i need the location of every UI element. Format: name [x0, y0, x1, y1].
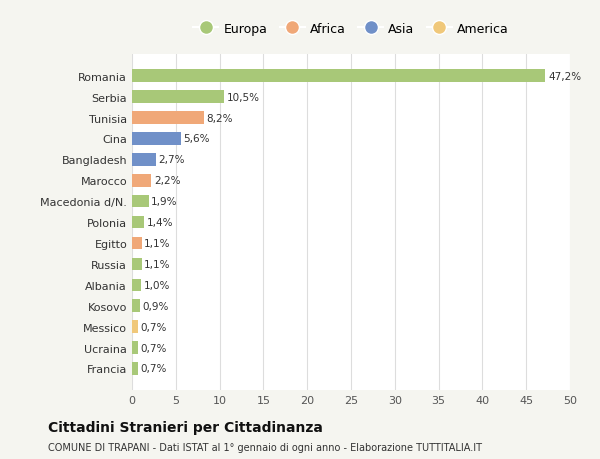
Bar: [132, 174, 151, 187]
Bar: [132, 154, 155, 166]
Text: 2,7%: 2,7%: [158, 155, 185, 165]
Text: 2,2%: 2,2%: [154, 176, 181, 186]
Bar: [132, 216, 144, 229]
Bar: [132, 133, 181, 146]
Bar: [132, 300, 140, 312]
Bar: [132, 91, 224, 104]
Bar: [132, 279, 141, 291]
Bar: [132, 363, 138, 375]
Text: COMUNE DI TRAPANI - Dati ISTAT al 1° gennaio di ogni anno - Elaborazione TUTTITA: COMUNE DI TRAPANI - Dati ISTAT al 1° gen…: [48, 442, 482, 452]
Bar: [132, 341, 138, 354]
Text: 10,5%: 10,5%: [227, 92, 260, 102]
Text: 0,7%: 0,7%: [141, 343, 167, 353]
Text: 5,6%: 5,6%: [184, 134, 210, 144]
Bar: [132, 321, 138, 333]
Text: 47,2%: 47,2%: [548, 72, 581, 82]
Text: 0,7%: 0,7%: [141, 364, 167, 374]
Bar: [132, 196, 149, 208]
Text: 8,2%: 8,2%: [206, 113, 233, 123]
Text: 0,7%: 0,7%: [141, 322, 167, 332]
Text: 1,1%: 1,1%: [144, 259, 171, 269]
Bar: [132, 237, 142, 250]
Text: 0,9%: 0,9%: [143, 301, 169, 311]
Text: 1,0%: 1,0%: [143, 280, 170, 290]
Text: 1,1%: 1,1%: [144, 239, 171, 248]
Bar: [132, 258, 142, 271]
Text: Cittadini Stranieri per Cittadinanza: Cittadini Stranieri per Cittadinanza: [48, 420, 323, 435]
Bar: [132, 112, 204, 124]
Legend: Europa, Africa, Asia, America: Europa, Africa, Asia, America: [188, 18, 514, 41]
Bar: [132, 70, 545, 83]
Text: 1,4%: 1,4%: [147, 218, 173, 228]
Text: 1,9%: 1,9%: [151, 197, 178, 207]
